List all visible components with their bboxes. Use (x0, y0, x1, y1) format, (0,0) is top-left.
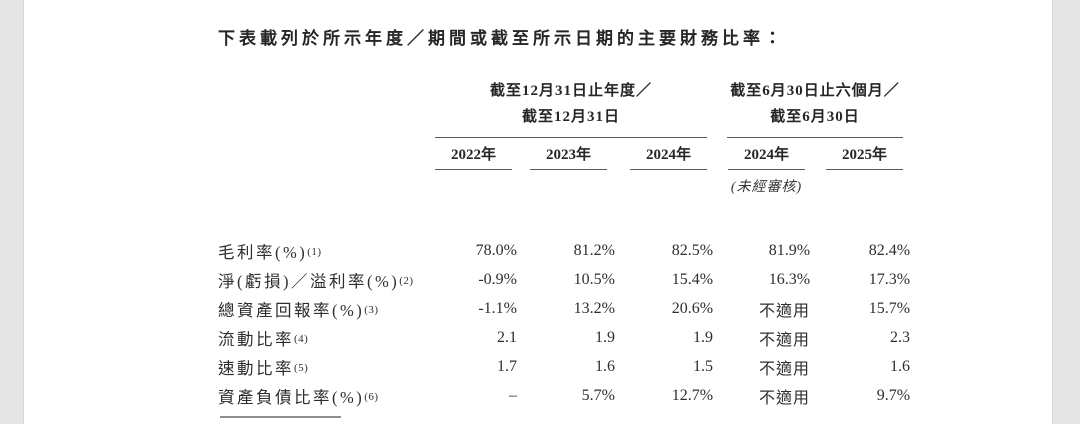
value-cell: 9.7% (876, 386, 911, 404)
value-cell: 1.6 (890, 357, 911, 375)
empty-cell (517, 170, 615, 198)
value-cell: 5.7% (581, 386, 615, 404)
footnote-marker: (2) (399, 274, 414, 287)
value-cell: 13.2% (573, 299, 615, 317)
value-cell: 12.7% (671, 386, 714, 404)
row-label-return-on-assets: 總資產回報率(%)(3) (218, 294, 435, 323)
footnote-marker: (3) (364, 303, 379, 316)
value-cell: 2.3 (890, 328, 911, 346)
value-cell: 81.2% (573, 241, 615, 259)
year-header-2024-cell: 2024年 (615, 138, 713, 170)
row-label-text: 流動比率 (218, 329, 294, 349)
value-cell: -1.1% (478, 299, 517, 317)
value-cell: 1.9 (693, 328, 714, 346)
unaudited-note-cell: (未經審核) (713, 170, 810, 198)
table-row-net-margin: 淨(虧損)／溢利率(%)(2) -0.9% 10.5% 15.4% 16.3% … (218, 265, 910, 294)
row-label-text: 毛利率(%) (218, 242, 308, 262)
value-cell: 16.3% (768, 270, 811, 288)
value-cell: 82.4% (868, 241, 911, 259)
group-header-interim-line2: 截至6月30日 (770, 109, 860, 125)
table-row-current-ratio: 流動比率(4) 2.1 1.9 1.9 不適用 2.3 (218, 323, 910, 352)
empty-cell (810, 170, 910, 198)
viewer-left-margin (0, 0, 24, 424)
footnote-marker: (5) (294, 361, 309, 374)
value-cell: 不適用 (759, 360, 811, 378)
page-title: 下表載列於所示年度／期間或截至所示日期的主要財務比率： (218, 29, 785, 48)
value-cell: 78.0% (475, 241, 517, 259)
row-label-text: 速動比率 (218, 358, 294, 378)
value-cell: 20.6% (671, 299, 714, 317)
year-header-2025: 2025年 (826, 143, 904, 170)
group-header-interim-cell: 截至6月30日止六個月／ 截至6月30日 (713, 78, 910, 138)
value-cell: 10.5% (573, 270, 615, 288)
empty-cell (435, 170, 517, 198)
year-header-2022-cell: 2022年 (435, 138, 517, 170)
row-label-quick-ratio: 速動比率(5) (218, 352, 435, 381)
viewer-right-margin (1052, 0, 1080, 424)
empty-cell (218, 170, 435, 198)
value-cell: – (509, 386, 517, 404)
group-header-interim: 截至6月30日止六個月／ 截至6月30日 (727, 78, 904, 138)
value-cell: 17.3% (868, 270, 911, 288)
row-label-text: 總資產回報率(%) (218, 300, 365, 320)
footnote-marker: (6) (364, 390, 379, 403)
year-header-2024: 2024年 (630, 143, 708, 170)
row-label-text: 淨(虧損)／溢利率(%) (218, 271, 400, 291)
column-group-header-row: 截至12月31日止年度／ 截至12月31日 截至6月30日止六個月／ 截至6月3… (218, 78, 910, 138)
value-cell: 1.5 (693, 357, 714, 375)
value-cell: 1.7 (497, 357, 517, 375)
row-label-gross-margin: 毛利率(%)(1) (218, 236, 435, 265)
financial-ratios-table: 截至12月31日止年度／ 截至12月31日 截至6月30日止六個月／ 截至6月3… (218, 78, 910, 410)
footnote-marker: (1) (307, 245, 322, 258)
value-cell: 不適用 (759, 389, 811, 407)
year-header-2024-interim: 2024年 (728, 143, 806, 170)
value-cell: -0.9% (478, 270, 517, 288)
empty-cell (615, 170, 713, 198)
table-row-gearing-ratio: 資產負債比率(%)(6) – 5.7% 12.7% 不適用 9.7% (218, 381, 910, 410)
row-label-net-margin: 淨(虧損)／溢利率(%)(2) (218, 265, 435, 294)
table-row-quick-ratio: 速動比率(5) 1.7 1.6 1.5 不適用 1.6 (218, 352, 910, 381)
row-label-text: 資產負債比率(%) (218, 387, 365, 407)
year-header-2023-cell: 2023年 (517, 138, 615, 170)
year-header-2024-interim-cell: 2024年 (713, 138, 810, 170)
year-header-2022: 2022年 (435, 143, 512, 170)
empty-cell (218, 138, 435, 170)
group-header-annual-line1: 截至12月31日止年度／ (490, 83, 653, 99)
footnote-marker: (4) (294, 332, 309, 345)
group-header-annual: 截至12月31日止年度／ 截至12月31日 (435, 78, 708, 138)
group-header-annual-cell: 截至12月31日止年度／ 截至12月31日 (435, 78, 713, 138)
value-cell: 不適用 (759, 302, 811, 320)
table-row-return-on-assets: 總資產回報率(%)(3) -1.1% 13.2% 20.6% 不適用 15.7% (218, 294, 910, 323)
spacer-row (218, 198, 910, 236)
footnote-separator-rule (220, 416, 341, 418)
value-cell: 82.5% (671, 241, 714, 259)
table-row-gross-margin: 毛利率(%)(1) 78.0% 81.2% 82.5% 81.9% 82.4% (218, 236, 910, 265)
value-cell: 不適用 (759, 331, 811, 349)
row-label-gearing-ratio: 資產負債比率(%)(6) (218, 381, 435, 410)
unaudited-note-row: (未經審核) (218, 170, 910, 198)
year-header-row: 2022年 2023年 2024年 2024年 2025年 (218, 138, 910, 170)
value-cell: 1.6 (595, 357, 615, 375)
value-cell: 1.9 (595, 328, 615, 346)
row-label-current-ratio: 流動比率(4) (218, 323, 435, 352)
value-cell: 15.4% (671, 270, 714, 288)
year-header-2025-cell: 2025年 (810, 138, 910, 170)
empty-cell (218, 78, 435, 138)
value-cell: 81.9% (768, 241, 811, 259)
unaudited-note: (未經審核) (730, 180, 803, 195)
value-cell: 15.7% (868, 299, 911, 317)
value-cell: 2.1 (497, 328, 517, 346)
year-header-2023: 2023年 (530, 143, 607, 170)
group-header-interim-line1: 截至6月30日止六個月／ (730, 83, 900, 99)
group-header-annual-line2: 截至12月31日 (522, 109, 621, 125)
